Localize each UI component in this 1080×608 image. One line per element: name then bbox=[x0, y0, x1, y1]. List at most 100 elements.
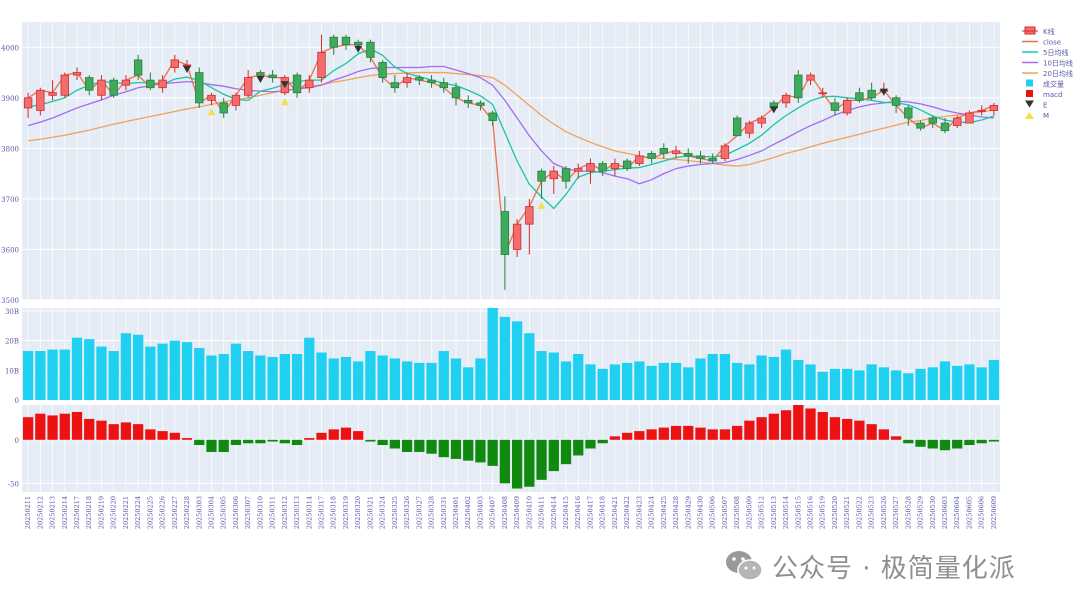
volume-bar bbox=[353, 361, 364, 400]
x-tick-label: 20250220 bbox=[110, 496, 118, 529]
candle-body bbox=[598, 163, 607, 172]
x-tick-label: 20250328 bbox=[428, 496, 436, 529]
x-tick-label: 20250317 bbox=[318, 496, 326, 529]
candle-body bbox=[158, 79, 167, 89]
macd-bar bbox=[952, 439, 963, 449]
x-tick-label: 20250507 bbox=[721, 496, 729, 529]
candle-body bbox=[855, 92, 864, 101]
volume-bar bbox=[22, 351, 34, 400]
e-marker bbox=[879, 88, 888, 96]
candle-body bbox=[586, 163, 595, 172]
x-tick-label: 20250305 bbox=[220, 496, 228, 529]
x-tick-label: 20250417 bbox=[586, 496, 594, 529]
x-tick-label: 20250226 bbox=[159, 496, 167, 529]
macd-bar bbox=[304, 438, 315, 440]
macd-bar bbox=[890, 436, 902, 440]
candle-body bbox=[830, 102, 840, 111]
candle-body bbox=[781, 94, 791, 104]
volume-bar bbox=[389, 358, 400, 400]
price-tick-label: 3500 bbox=[1, 297, 19, 305]
candle-body bbox=[500, 211, 510, 255]
volume-bar bbox=[536, 351, 547, 400]
legend-label: macd bbox=[1043, 91, 1062, 99]
macd-bar bbox=[389, 439, 400, 449]
x-tick-label: 20250331 bbox=[440, 496, 448, 529]
volume-bar bbox=[438, 351, 449, 400]
x-tick-label: 20250416 bbox=[574, 496, 582, 529]
macd-bar bbox=[878, 429, 889, 440]
macd-bar bbox=[328, 429, 339, 440]
macd-bar bbox=[365, 439, 376, 442]
x-tick-label: 20250217 bbox=[73, 496, 81, 529]
legend-item: E bbox=[1025, 100, 1047, 110]
volume-bar bbox=[267, 356, 278, 400]
macd-bar bbox=[732, 425, 743, 440]
macd-bar bbox=[279, 439, 290, 444]
candle-body bbox=[72, 72, 82, 76]
volume-bar bbox=[71, 337, 83, 400]
legend-square-swatch bbox=[1026, 79, 1033, 87]
m-marker bbox=[537, 201, 546, 209]
candle-body bbox=[109, 79, 118, 96]
macd-bar bbox=[133, 424, 144, 440]
volume-bar bbox=[145, 346, 156, 400]
macd-bar bbox=[157, 431, 168, 440]
macd-bar bbox=[71, 411, 83, 440]
volume-bar bbox=[732, 362, 743, 400]
ma10-line bbox=[27, 65, 994, 185]
macd-bar bbox=[988, 439, 1000, 442]
macd-bar bbox=[22, 417, 34, 440]
candle-body bbox=[317, 51, 326, 79]
volume-bar bbox=[340, 356, 352, 400]
x-tick-label: 20250224 bbox=[134, 496, 142, 529]
volume-bar bbox=[426, 362, 437, 400]
x-tick-label: 20250429 bbox=[684, 496, 692, 529]
x-tick-label: 20250218 bbox=[85, 496, 93, 529]
macd-bar bbox=[463, 439, 474, 461]
x-tick-label: 20250307 bbox=[244, 496, 252, 529]
candle-body bbox=[537, 170, 546, 182]
watermark: 公众号 · 极简量化派 bbox=[724, 546, 1016, 586]
candle-body bbox=[85, 77, 94, 91]
candle-body bbox=[696, 155, 705, 159]
legend-item: close bbox=[1022, 39, 1061, 47]
legend-item: 成交量 bbox=[1026, 79, 1064, 89]
x-tick-label: 20250508 bbox=[733, 496, 741, 529]
candle-body bbox=[732, 117, 742, 137]
macd-bar bbox=[243, 439, 254, 444]
ma5-line bbox=[28, 48, 995, 210]
legend-item: M bbox=[1025, 112, 1049, 120]
legend-item: 5日均线 bbox=[1022, 48, 1068, 57]
macd-bar bbox=[670, 425, 682, 440]
volume-bar bbox=[414, 362, 425, 400]
volume-bar bbox=[915, 368, 926, 400]
macd-bar bbox=[487, 439, 498, 466]
plot-area-1 bbox=[22, 22, 1000, 300]
legend-label: 20日均线 bbox=[1043, 69, 1073, 78]
volume-bar bbox=[890, 370, 902, 400]
volume-bar bbox=[133, 334, 144, 400]
macd-bar bbox=[744, 420, 755, 440]
volume-bar bbox=[597, 368, 608, 400]
x-tick-label: 20250421 bbox=[611, 496, 619, 529]
macd-bar bbox=[695, 427, 706, 440]
volume-bar bbox=[181, 342, 193, 400]
volume-bar bbox=[683, 367, 694, 400]
candle-body bbox=[818, 92, 827, 95]
macd-bar bbox=[450, 439, 462, 459]
macd-bar bbox=[683, 425, 694, 440]
candle-body bbox=[525, 206, 534, 225]
x-tick-label: 20250306 bbox=[232, 496, 240, 529]
x-tick-label: 20250527 bbox=[892, 496, 900, 529]
volume-bar bbox=[695, 358, 706, 400]
volume-bar bbox=[646, 365, 657, 400]
volume-bar bbox=[634, 361, 645, 400]
volume-bar bbox=[243, 351, 254, 400]
candle-body bbox=[867, 89, 876, 99]
volume-bar bbox=[622, 362, 633, 400]
volume-bar bbox=[499, 316, 511, 400]
candle-body bbox=[219, 102, 228, 114]
volume-bar bbox=[218, 354, 229, 400]
macd-bar bbox=[438, 439, 449, 458]
candle-body bbox=[512, 223, 522, 250]
